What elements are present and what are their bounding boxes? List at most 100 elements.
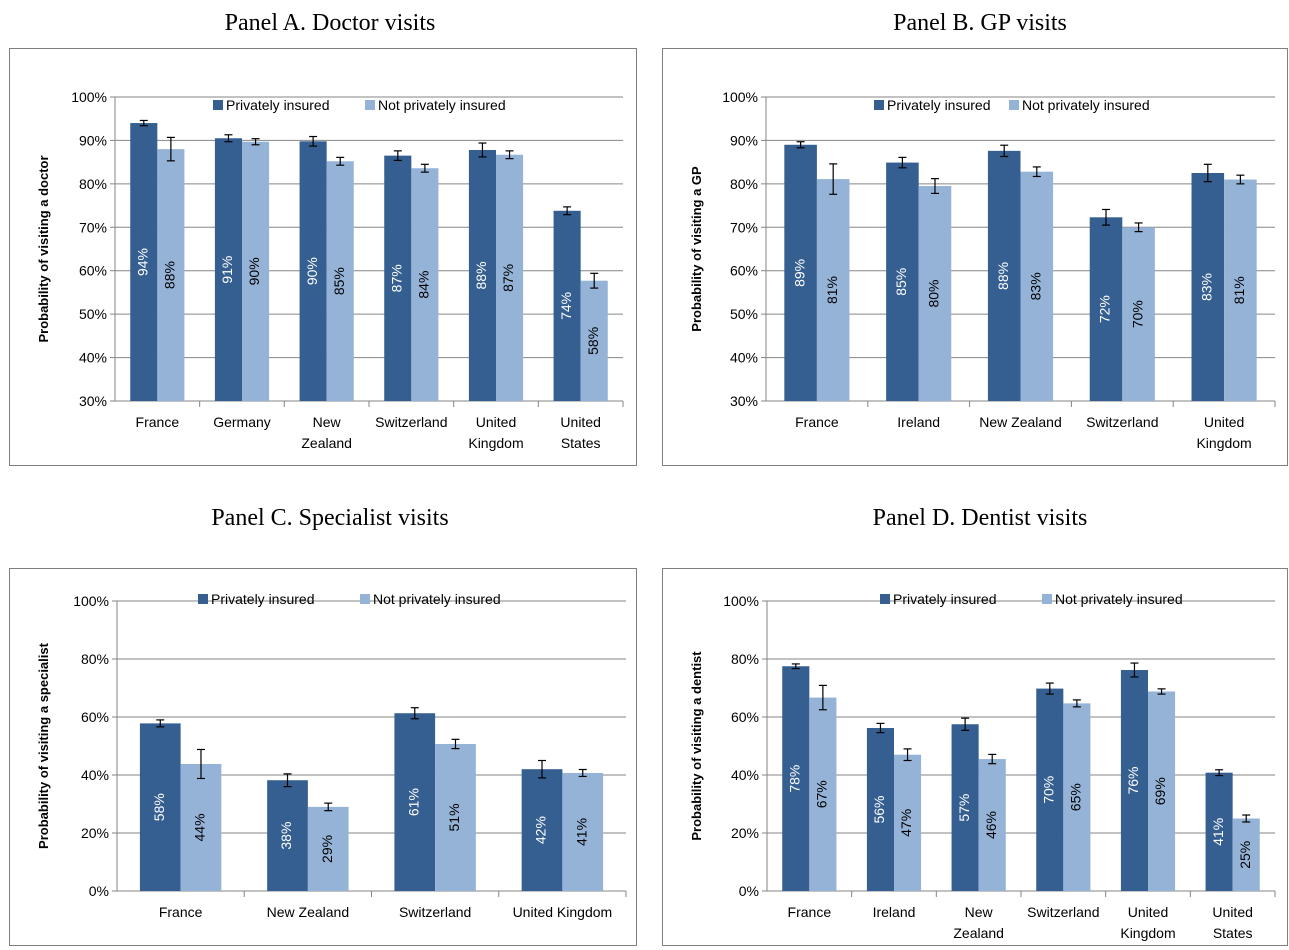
bar <box>411 168 439 401</box>
x-tick-label: France <box>159 904 203 920</box>
y-axis-title: Probability of visiting a doctor <box>36 155 51 342</box>
data-label: 41% <box>1210 818 1226 846</box>
x-tick-label: New <box>313 414 342 430</box>
y-tick-label: 30% <box>730 393 758 409</box>
y-tick-label: 40% <box>731 767 759 783</box>
y-tick-label: 70% <box>79 219 107 235</box>
data-label: 90% <box>246 257 262 285</box>
chart-svg-a: 30% 40% 50% 60% 70% 80% 90% 100% Probability of … <box>36 89 624 451</box>
bar <box>1120 670 1148 891</box>
chart-panel-a: 30% 40% 50% 60% 70% 80% 90% 100% Probability of … <box>9 48 637 466</box>
x-tick-label: Switzerland <box>375 414 447 430</box>
y-tick-label: 90% <box>79 132 107 148</box>
data-label: 47% <box>898 809 914 837</box>
legend-label: Privately insured <box>887 97 991 113</box>
x-tick-label: Ireland <box>873 904 916 920</box>
data-label: 81% <box>824 276 840 304</box>
x-tick-label: Kingdom <box>1196 435 1251 451</box>
bar <box>157 149 185 401</box>
y-tick-label: 80% <box>79 176 107 192</box>
legend-label: Not privately insured <box>1022 97 1150 113</box>
chart-svg-c: 0% 20% 40% 60% 80% 100% Probability of visitin… <box>36 591 627 920</box>
data-label: 80% <box>926 279 942 307</box>
legend-label: Privately insured <box>893 591 997 607</box>
x-tick-label: United <box>560 414 600 430</box>
data-label: 44% <box>192 813 208 841</box>
x-tick-label: Switzerland <box>1086 414 1158 430</box>
bar <box>1089 217 1123 401</box>
data-label: 91% <box>219 256 235 284</box>
data-label: 65% <box>1068 783 1084 811</box>
data-label: 88% <box>162 261 178 289</box>
legend-swatch <box>1042 594 1052 604</box>
bar <box>307 806 349 891</box>
data-label: 90% <box>304 257 320 285</box>
legend-label: Not privately insured <box>373 591 501 607</box>
bar <box>1232 818 1260 891</box>
data-label: 38% <box>278 822 294 850</box>
bar <box>1148 691 1176 891</box>
y-tick-label: 40% <box>730 350 758 366</box>
y-tick-label: 80% <box>81 651 109 667</box>
data-label: 72% <box>1097 295 1113 323</box>
y-tick-label: 100% <box>722 89 758 105</box>
y-tick-label: 40% <box>79 350 107 366</box>
bar <box>1122 227 1155 401</box>
bar <box>214 138 242 401</box>
panel-b-title: Panel B. GP visits <box>893 10 1067 36</box>
bar <box>496 154 524 401</box>
bar <box>1063 703 1091 891</box>
bar <box>394 713 436 891</box>
bar <box>886 162 919 401</box>
bar <box>130 123 158 402</box>
legend-swatch <box>365 100 375 110</box>
data-label: 25% <box>1237 841 1253 869</box>
x-tick-label: Switzerland <box>399 904 471 920</box>
y-tick-label: 60% <box>731 709 759 725</box>
legend-swatch <box>880 594 890 604</box>
data-label: 83% <box>1199 273 1215 301</box>
data-label: 81% <box>1231 276 1247 304</box>
data-label: 70% <box>1040 776 1056 804</box>
chart-svg-b: 30% 40% 50% 60% 70% 80% 90% 100% Probability of … <box>689 89 1276 451</box>
x-tick-label: Zealand <box>953 925 1004 941</box>
bar <box>816 179 850 401</box>
data-label: 67% <box>814 780 830 808</box>
x-tick-label: Ireland <box>897 414 940 430</box>
y-tick-label: 100% <box>71 89 107 105</box>
panel-c-title: Panel C. Specialist visits <box>211 505 449 531</box>
legend-label: Privately insured <box>226 97 330 113</box>
y-tick-label: 100% <box>73 593 109 609</box>
x-tick-label: United <box>1212 904 1252 920</box>
data-label: 69% <box>1152 777 1168 805</box>
bar <box>180 763 222 891</box>
bar <box>782 666 810 891</box>
x-tick-label: States <box>561 435 601 451</box>
y-tick-label: 100% <box>723 593 759 609</box>
bar <box>242 141 270 401</box>
x-tick-label: Kingdom <box>1120 925 1175 941</box>
bar <box>553 210 581 401</box>
data-label: 88% <box>995 262 1011 290</box>
legend-swatch <box>213 100 223 110</box>
panel-d-title: Panel D. Dentist visits <box>872 505 1088 531</box>
data-label: 42% <box>533 816 549 844</box>
x-tick-label: United Kingdom <box>513 904 613 920</box>
bar <box>267 780 308 891</box>
data-label: 76% <box>1125 766 1141 794</box>
y-tick-label: 60% <box>81 709 109 725</box>
data-label: 85% <box>893 268 909 296</box>
bar <box>987 150 1021 401</box>
bar <box>299 141 327 401</box>
data-label: 57% <box>956 794 972 822</box>
data-label: 89% <box>791 259 807 287</box>
y-tick-label: 60% <box>79 263 107 279</box>
bar <box>978 759 1006 891</box>
data-label: 94% <box>134 248 150 276</box>
x-tick-label: France <box>788 904 832 920</box>
data-label: 58% <box>151 793 167 821</box>
x-tick-label: United <box>476 414 516 430</box>
y-axis-title: Probability of visiting a specialist <box>36 642 51 849</box>
data-label: 46% <box>983 811 999 839</box>
bar <box>809 697 837 891</box>
